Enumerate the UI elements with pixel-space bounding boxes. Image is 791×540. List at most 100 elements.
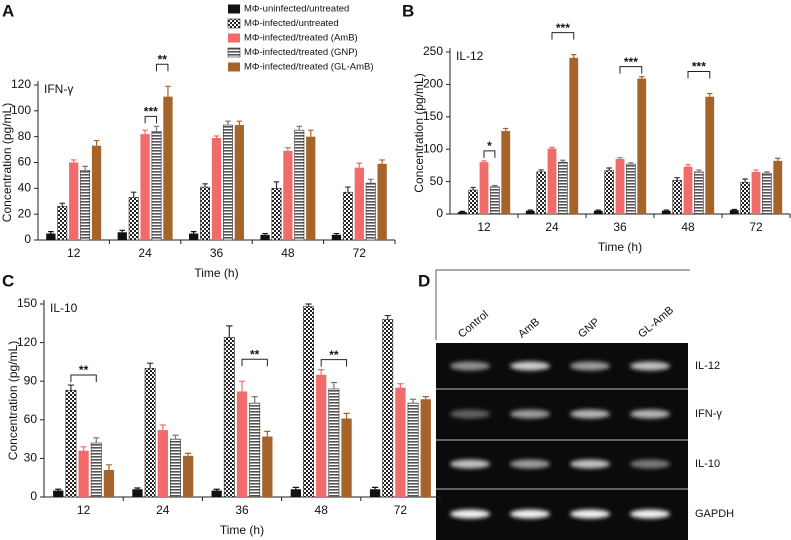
bar — [683, 166, 693, 214]
panel-label: C — [2, 271, 14, 290]
error-bar — [343, 412, 350, 419]
lane-label: Control — [456, 309, 491, 341]
error-bar — [285, 147, 291, 151]
bar — [170, 438, 181, 498]
error-bar — [213, 488, 220, 491]
gel-band — [450, 409, 490, 419]
error-bar — [134, 487, 141, 490]
significance-label: * — [487, 139, 492, 153]
bar — [200, 186, 211, 241]
error-bar — [93, 437, 100, 443]
chart-subtitle: IL-10 — [50, 301, 78, 315]
bar — [661, 210, 671, 214]
significance-bracket — [156, 63, 169, 72]
error-bar — [538, 169, 544, 172]
error-bar — [707, 92, 713, 97]
error-bar — [172, 434, 179, 440]
error-bar — [527, 209, 533, 211]
bar — [341, 418, 352, 497]
row-label: IL-10 — [695, 458, 720, 470]
bar — [490, 186, 500, 215]
x-tick-label: 48 — [681, 220, 695, 234]
bar — [236, 391, 248, 497]
significance-label: ** — [250, 347, 260, 361]
bar — [222, 124, 233, 241]
x-tick-label: 72 — [749, 220, 763, 234]
error-bar — [202, 183, 208, 188]
error-bar — [93, 139, 100, 146]
bar — [626, 163, 636, 215]
error-bar — [503, 127, 509, 132]
error-bar — [333, 232, 340, 235]
bar — [46, 233, 56, 240]
error-bar — [595, 209, 601, 211]
bar — [290, 489, 302, 497]
error-bar — [236, 120, 243, 126]
gel-band — [510, 409, 550, 419]
error-bar — [384, 314, 391, 320]
bar — [593, 210, 603, 214]
bar — [547, 148, 557, 214]
gel-band — [570, 409, 610, 419]
bar — [283, 150, 293, 240]
error-bar — [67, 384, 75, 391]
x-tick-label: 24 — [545, 220, 559, 234]
gel-frame — [435, 269, 690, 340]
error-bar — [225, 120, 231, 126]
gel-band — [630, 361, 670, 371]
bar — [157, 430, 168, 497]
bar — [189, 233, 199, 240]
lane-label: AmB — [516, 316, 542, 341]
error-bar — [165, 85, 171, 97]
significance-label: ** — [158, 52, 168, 66]
error-bar — [422, 396, 429, 400]
y-tick-label: 0 — [436, 206, 443, 220]
error-bar — [628, 162, 634, 165]
bar — [637, 78, 647, 215]
error-bar — [549, 146, 555, 149]
gel-band — [510, 509, 550, 519]
significance-label: *** — [556, 21, 570, 35]
legend-swatch — [228, 4, 240, 14]
bar — [182, 455, 194, 497]
legend-swatch — [227, 47, 241, 58]
x-tick-label: 36 — [613, 220, 627, 234]
error-bar — [379, 159, 385, 164]
y-tick-label: 80 — [18, 129, 32, 143]
gel-band — [450, 459, 490, 469]
x-tick-label: 36 — [235, 503, 249, 517]
significance-label: *** — [624, 55, 638, 69]
bar — [223, 337, 235, 498]
gel-band — [630, 509, 670, 519]
error-bar — [264, 430, 271, 437]
error-bar — [55, 488, 62, 491]
error-bar — [262, 232, 268, 235]
x-tick-label: 48 — [315, 503, 329, 517]
bar — [729, 210, 739, 214]
bar — [395, 387, 406, 497]
y-tick-label: 40 — [18, 181, 32, 195]
legend-label: MΦ-infected/treated (GNP) — [244, 47, 358, 58]
legend-swatch — [227, 18, 241, 29]
significance-label: *** — [692, 60, 706, 74]
y-tick-label: 30 — [24, 451, 38, 465]
bar — [211, 137, 222, 240]
legend-label: MΦ-infected/treated (AmB) — [244, 33, 358, 44]
significance-bracket — [619, 66, 643, 74]
bar — [569, 57, 579, 214]
panel-label: B — [402, 1, 414, 20]
row-label: GAPDH — [695, 508, 734, 520]
gel-image — [436, 343, 688, 540]
error-bar — [731, 208, 737, 211]
bar — [69, 162, 79, 240]
bar — [407, 402, 419, 498]
y-tick-label: 20 — [18, 206, 32, 220]
error-bar — [742, 178, 748, 183]
bar — [234, 125, 244, 240]
significance-bracket — [687, 70, 711, 79]
bar — [57, 206, 68, 241]
bar — [78, 450, 89, 497]
significance-bracket — [144, 115, 158, 124]
error-bar — [753, 169, 759, 172]
